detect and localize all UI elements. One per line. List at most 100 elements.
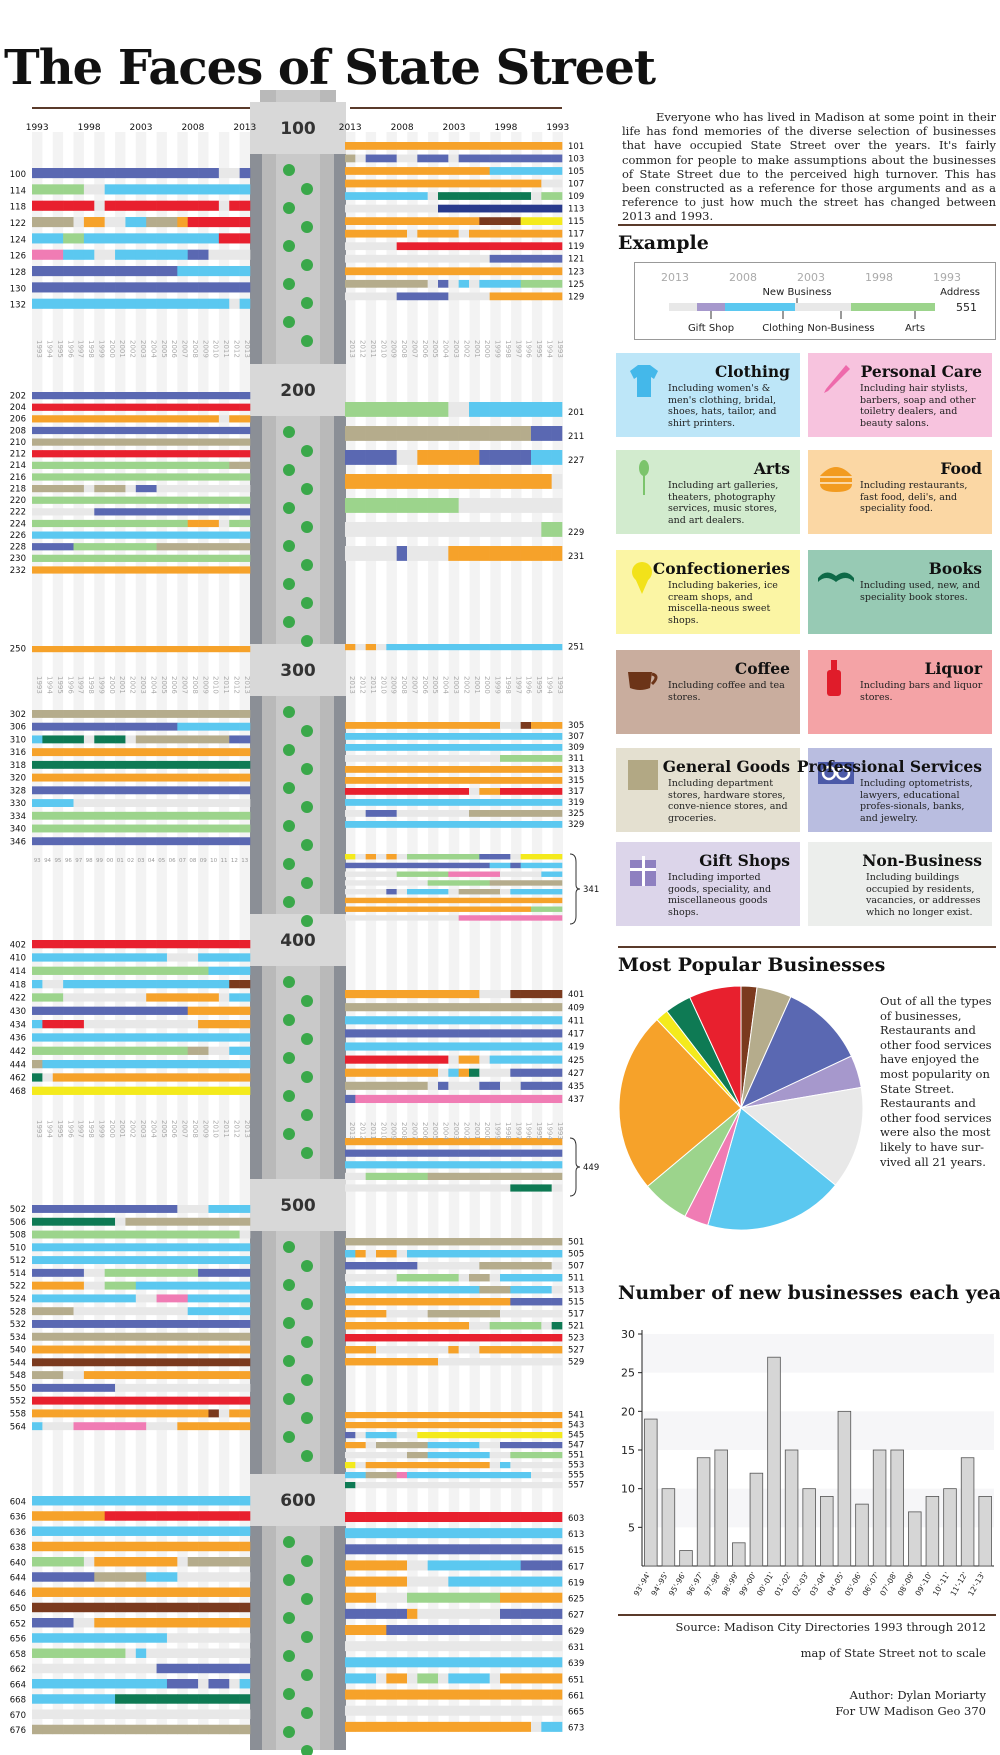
business-bar-segment — [52, 1541, 64, 1552]
business-bar-segment — [427, 1138, 439, 1146]
business-bar-segment — [208, 1294, 220, 1303]
business-bar-segment — [541, 254, 552, 263]
business-bar-segment — [386, 1346, 397, 1354]
business-bar-segment — [365, 1262, 377, 1270]
business-bar-segment — [208, 168, 220, 179]
business-bar-segment — [417, 522, 428, 537]
business-bar-segment — [531, 1298, 542, 1306]
tree-icon — [283, 1052, 295, 1064]
business-bar-segment — [52, 1086, 64, 1095]
business-bar-segment — [125, 1572, 137, 1582]
business-bar-segment — [541, 1689, 552, 1700]
business-bar-segment — [166, 282, 178, 293]
business-bar-segment — [198, 1294, 209, 1303]
business-bar-segment — [500, 1310, 511, 1318]
business-bar-segment — [239, 1526, 251, 1536]
address-label: 313 — [568, 765, 584, 775]
business-bar-segment — [345, 897, 356, 904]
business-bar-segment — [355, 1094, 366, 1104]
business-bar-segment — [32, 1294, 43, 1303]
business-bar-segment — [438, 1412, 449, 1419]
business-bar-segment — [376, 915, 387, 921]
business-bar-segment — [448, 810, 459, 817]
business-bar-segment — [510, 1184, 521, 1192]
business-bar-segment — [208, 426, 220, 435]
business-bar-segment — [386, 1149, 397, 1157]
business-bar-segment — [32, 485, 43, 493]
business-bar-segment — [83, 980, 95, 989]
business-bar-segment — [469, 1055, 480, 1064]
business-bar-segment — [355, 1346, 366, 1354]
business-bar-segment — [417, 426, 428, 441]
address-label: 629 — [568, 1627, 584, 1637]
business-bar-segment — [469, 733, 480, 740]
business-bar-segment — [479, 915, 490, 921]
address-label: 507 — [568, 1262, 584, 1272]
business-bar-segment — [438, 1334, 449, 1342]
business-bar-segment — [135, 1230, 147, 1239]
business-bar-segment — [479, 1250, 490, 1258]
business-bar-segment — [229, 168, 240, 179]
business-bar-segment — [469, 1412, 480, 1419]
business-bar-segment — [448, 1358, 459, 1366]
business-bar-segment — [115, 1511, 126, 1521]
business-bar-segment — [396, 1250, 408, 1258]
business-bar-segment — [448, 1298, 459, 1306]
business-bar-segment — [146, 1557, 157, 1567]
business-bar-segment — [218, 1572, 230, 1582]
business-bar-segment — [218, 1633, 230, 1643]
business-bar-segment — [42, 1006, 54, 1015]
business-bar-segment — [166, 1587, 178, 1597]
business-bar-segment — [73, 966, 85, 975]
vertical-year-label: 2002 — [129, 340, 137, 358]
business-bar-segment — [177, 519, 189, 528]
business-bar-segment — [531, 1576, 542, 1587]
business-bar-segment — [177, 461, 189, 469]
business-bar-segment — [83, 1230, 95, 1239]
business-bar-segment — [458, 722, 470, 729]
business-bar-segment — [355, 1250, 366, 1258]
business-bar-segment — [135, 249, 147, 260]
vertical-year-label: 2006 — [421, 340, 429, 358]
business-bar-segment — [541, 1238, 552, 1246]
business-bar-segment — [417, 990, 428, 999]
business-bar-segment — [355, 426, 366, 441]
business-bar-segment — [541, 1250, 552, 1258]
cross-street — [250, 102, 346, 154]
business-bar-segment — [104, 531, 116, 539]
business-bar-segment — [83, 249, 95, 260]
business-bar-segment — [94, 1294, 105, 1303]
business-bar-segment — [531, 644, 542, 651]
business-bar-segment — [63, 554, 74, 562]
business-bar-segment — [115, 722, 126, 731]
business-bar-segment — [355, 889, 366, 895]
business-bar-segment — [52, 760, 64, 769]
address-label: 417 — [568, 1030, 584, 1040]
business-bar-segment — [239, 646, 251, 653]
business-bar-segment — [479, 1161, 490, 1169]
business-bar-segment — [32, 748, 43, 757]
business-bar-segment — [94, 710, 105, 718]
business-bar-segment — [125, 1633, 137, 1643]
business-bar-segment — [94, 217, 105, 228]
business-bar-segment — [94, 473, 105, 481]
vertical-year-label: 1998 — [87, 340, 95, 358]
business-bar-segment — [229, 519, 240, 528]
category-box-nonbusiness: Non-Business Including buildings occupied… — [808, 842, 992, 926]
business-bar-segment — [469, 1184, 480, 1192]
business-bar-segment — [166, 1396, 178, 1405]
business-bar-segment — [146, 1648, 157, 1658]
business-bar-segment — [438, 1262, 449, 1270]
business-bar-segment — [42, 837, 54, 846]
business-bar-segment — [229, 1557, 240, 1567]
address-label: 114 — [10, 186, 26, 196]
business-bar-segment — [63, 722, 74, 731]
business-bar-segment — [63, 426, 74, 435]
business-bar-segment — [479, 1094, 490, 1104]
business-bar-segment — [345, 167, 356, 175]
business-bar-segment — [156, 1230, 168, 1239]
business-bar-segment — [187, 249, 199, 260]
address-label: 122 — [10, 219, 26, 229]
business-bar-segment — [94, 1396, 105, 1405]
business-bar-segment — [83, 426, 95, 435]
